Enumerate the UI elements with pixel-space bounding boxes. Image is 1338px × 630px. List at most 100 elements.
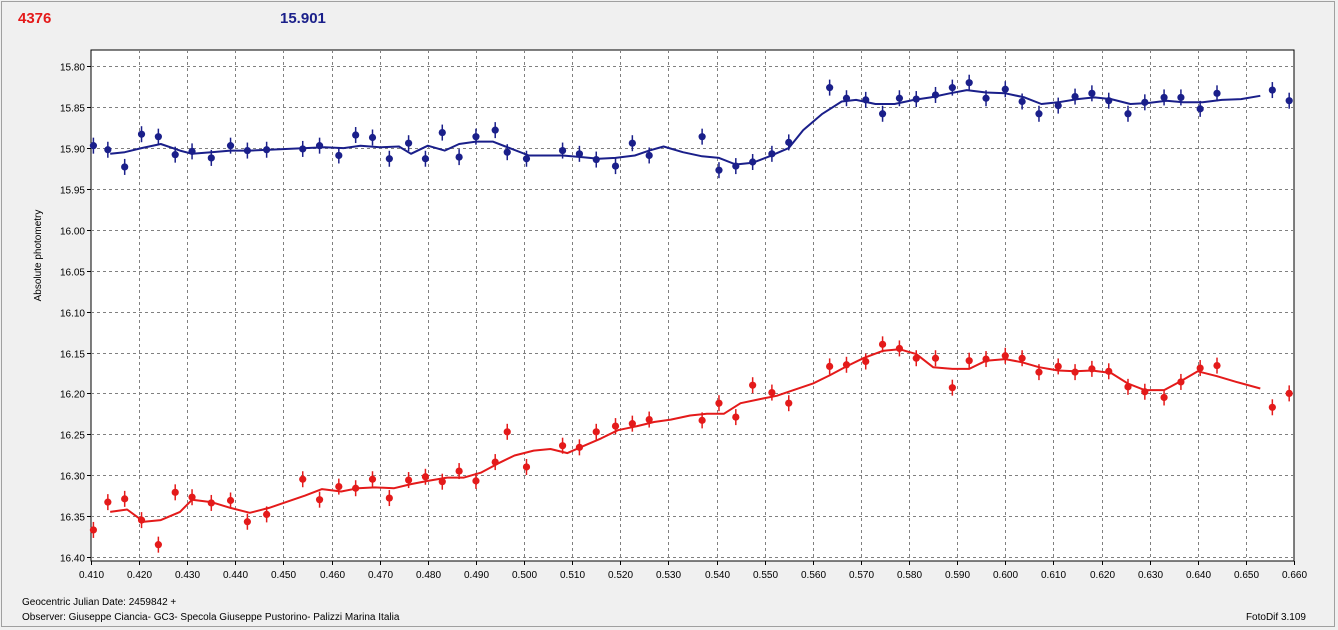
- x-tick-label: 0.550: [753, 570, 778, 581]
- x-tick-label: 0.570: [849, 570, 874, 581]
- blue-data-point: [715, 166, 723, 174]
- julian-date-label: Geocentric Julian Date: 2459842 +: [22, 597, 177, 608]
- header-left-value: 4376: [18, 10, 52, 27]
- y-tick-label: 15.90: [60, 145, 85, 156]
- red-data-point: [1268, 403, 1276, 411]
- blue-data-point: [171, 151, 179, 159]
- red-data-point: [1196, 364, 1204, 372]
- y-tick-label: 16.25: [60, 431, 85, 442]
- blue-data-point: [895, 94, 904, 102]
- red-data-point: [948, 384, 956, 392]
- blue-data-point: [404, 139, 413, 147]
- x-tick-label: 0.500: [512, 570, 537, 581]
- x-tick-label: 0.440: [223, 570, 248, 581]
- blue-data-point: [912, 95, 920, 103]
- red-data-point: [912, 354, 920, 362]
- x-tick-label: 0.540: [705, 570, 730, 581]
- blue-data-point: [137, 130, 146, 138]
- red-data-point: [171, 488, 179, 496]
- x-tick-label: 0.600: [993, 570, 1018, 581]
- y-tick-label: 15.80: [60, 63, 85, 74]
- blue-data-point: [1088, 89, 1096, 97]
- red-data-point: [862, 357, 870, 366]
- red-data-point: [226, 496, 235, 505]
- blue-data-point: [1001, 85, 1009, 93]
- blue-data-point: [385, 155, 393, 163]
- blue-data-point: [368, 133, 377, 142]
- x-tick-label: 0.510: [560, 570, 585, 581]
- red-data-point: [137, 516, 146, 524]
- red-data-point: [715, 399, 723, 407]
- software-label: FotoDif 3.109: [1245, 612, 1306, 623]
- red-data-point: [965, 357, 973, 365]
- x-tick-label: 0.610: [1041, 570, 1066, 581]
- red-data-point: [826, 362, 834, 371]
- red-data-point: [104, 498, 112, 506]
- x-tick-label: 0.410: [79, 570, 104, 581]
- red-data-point: [592, 428, 600, 436]
- x-tick-label: 0.530: [656, 570, 681, 581]
- red-data-point: [522, 463, 531, 471]
- red-data-point: [121, 495, 129, 503]
- blue-data-point: [842, 94, 851, 102]
- red-data-point: [1124, 383, 1132, 391]
- plot-area: [90, 49, 1295, 562]
- x-tick-label: 0.480: [416, 570, 441, 581]
- blue-data-point: [878, 110, 887, 118]
- header-right-value: 15.901: [280, 10, 326, 27]
- y-tick-label: 16.15: [60, 350, 85, 361]
- x-tick-label: 0.660: [1282, 570, 1307, 581]
- red-data-point: [842, 361, 851, 369]
- blue-data-point: [948, 84, 956, 92]
- red-data-point: [785, 399, 793, 407]
- y-axis-label: Absolute photometry: [33, 210, 44, 302]
- blue-data-point: [698, 133, 706, 141]
- blue-data-point: [472, 133, 480, 141]
- blue-data-point: [1054, 101, 1062, 110]
- red-data-point: [1018, 354, 1026, 362]
- red-data-point: [895, 344, 904, 353]
- red-data-point: [1001, 352, 1009, 360]
- red-data-point: [749, 381, 757, 389]
- blue-data-point: [1071, 93, 1079, 101]
- blue-data-point: [455, 153, 463, 161]
- red-data-point: [315, 496, 324, 504]
- blue-data-point: [89, 142, 98, 150]
- blue-data-point: [188, 147, 196, 155]
- red-data-point: [1054, 362, 1062, 371]
- y-tick-label: 15.95: [60, 186, 85, 197]
- red-data-point: [188, 493, 196, 501]
- x-tick-label: 0.650: [1234, 570, 1259, 581]
- y-tick-label: 16.40: [60, 554, 85, 565]
- red-data-point: [503, 428, 511, 436]
- y-tick-label: 16.00: [60, 227, 85, 238]
- red-data-point: [982, 355, 990, 363]
- blue-data-point: [243, 146, 251, 155]
- red-data-point: [768, 388, 776, 397]
- red-data-point: [878, 340, 887, 348]
- blue-data-point: [1213, 89, 1221, 97]
- blue-data-point: [207, 154, 215, 162]
- blue-data-point: [826, 84, 834, 92]
- y-tick-label: 16.30: [60, 472, 85, 483]
- x-tick-label: 0.470: [368, 570, 393, 581]
- red-data-point: [243, 518, 251, 526]
- red-data-point: [698, 416, 706, 424]
- x-tick-label: 0.430: [175, 570, 200, 581]
- red-data-point: [558, 442, 567, 450]
- x-tick-label: 0.630: [1138, 570, 1163, 581]
- x-tick-label: 0.450: [271, 570, 296, 581]
- blue-data-point: [1124, 110, 1132, 118]
- red-data-point: [1071, 368, 1079, 376]
- x-tick-label: 0.560: [801, 570, 826, 581]
- red-data-point: [207, 499, 215, 507]
- blue-data-point: [645, 151, 653, 160]
- red-data-point: [335, 482, 343, 491]
- blue-data-point: [1035, 110, 1043, 118]
- red-data-point: [931, 354, 940, 362]
- blue-data-point: [503, 148, 511, 156]
- x-tick-label: 0.520: [608, 570, 633, 581]
- y-tick-label: 16.20: [60, 390, 85, 401]
- blue-data-point: [628, 139, 636, 147]
- x-tick-label: 0.460: [320, 570, 345, 581]
